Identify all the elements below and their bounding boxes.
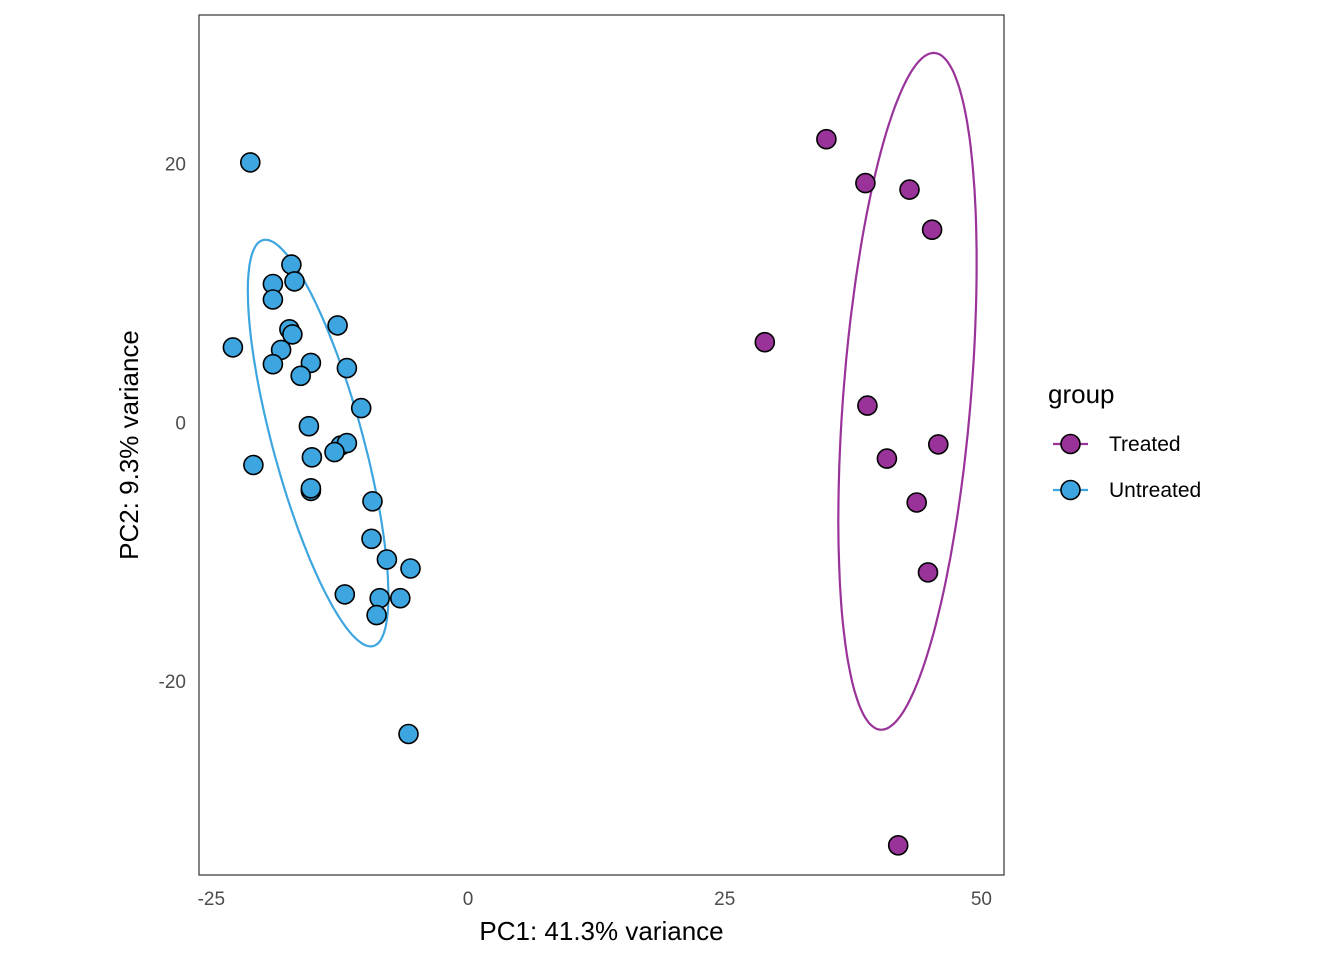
y-axis-title: PC2: 9.3% variance [114,330,144,560]
legend: group Treated Untreated [1048,379,1201,502]
point-untreated [336,357,358,379]
ellipse-treated [837,51,978,731]
point-untreated [369,587,391,609]
legend-entries: Treated Untreated [1053,433,1201,502]
point-untreated [290,365,312,387]
point-untreated [389,587,411,609]
data-points [222,128,949,856]
point-treated [754,331,776,353]
point-untreated [376,549,398,570]
x-tick-label: 50 [971,889,992,910]
x-tick-label: 25 [714,889,735,910]
point-untreated [301,446,323,468]
point-treated [927,434,949,455]
point-treated [921,219,943,240]
confidence-ellipses [246,51,978,731]
point-treated [855,172,876,194]
y-tick-label: -20 [159,672,186,693]
legend-entry-treated: Treated [1053,433,1181,456]
point-treated [816,128,837,150]
legend-entry-untreated: Untreated [1053,479,1201,502]
point-untreated [324,441,345,463]
point-treated [906,492,928,513]
x-tick-label: 0 [463,889,474,910]
legend-marker [1060,433,1081,455]
point-untreated [400,558,421,579]
point-treated [917,562,939,583]
legend-label: Untreated [1109,479,1201,502]
legend-title: group [1048,379,1115,409]
x-axis-title: PC1: 41.3% variance [479,916,723,946]
point-untreated [222,337,244,358]
x-tick-label: -25 [198,889,225,910]
x-axis-ticks: -25 0 25 50 [198,889,992,910]
point-untreated [240,152,261,173]
y-tick-label: 20 [165,155,186,176]
point-treated [857,395,878,416]
point-treated [876,448,898,469]
point-untreated [398,723,419,745]
point-untreated [366,604,387,626]
point-untreated [334,584,356,605]
point-untreated [281,254,302,275]
point-untreated [327,315,348,336]
y-tick-label: 0 [175,413,186,434]
point-treated [899,179,920,200]
point-untreated [350,397,372,419]
ellipse-untreated [246,238,390,648]
point-untreated [243,454,264,476]
point-untreated [300,477,322,499]
legend-label: Treated [1109,433,1181,456]
y-axis-ticks: -20 0 20 [159,155,186,693]
point-untreated [362,490,383,512]
point-untreated [262,353,284,375]
point-untreated [282,324,303,345]
point-untreated [298,415,320,437]
point-treated [887,834,909,856]
point-untreated [361,528,382,550]
point-untreated [284,271,305,292]
legend-marker [1060,479,1081,501]
point-untreated [262,289,284,310]
